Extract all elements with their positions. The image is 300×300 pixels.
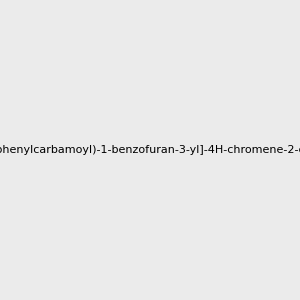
Text: 4-oxo-N-[2-(phenylcarbamoyl)-1-benzofuran-3-yl]-4H-chromene-2-carboxamide: 4-oxo-N-[2-(phenylcarbamoyl)-1-benzofura…	[0, 145, 300, 155]
